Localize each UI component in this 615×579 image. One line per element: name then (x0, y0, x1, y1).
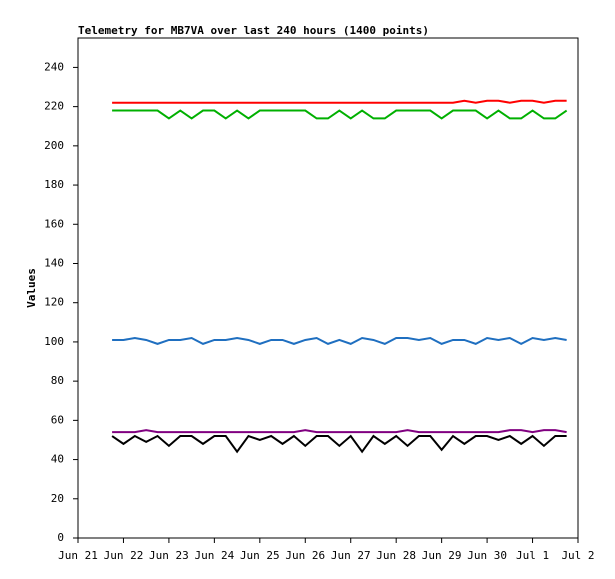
series-line (111, 434, 567, 454)
x-tick-label: Jun 21 (58, 549, 98, 562)
y-tick-label: 80 (51, 374, 64, 387)
x-tick-label: Jul 1 (516, 549, 549, 562)
y-tick-label: 60 (51, 413, 64, 426)
y-tick-label: 220 (44, 100, 64, 113)
x-tick-label: Jun 30 (467, 549, 507, 562)
y-tick-label: 20 (51, 492, 64, 505)
x-tick-label: Jun 28 (376, 549, 416, 562)
y-tick-label: 180 (44, 178, 64, 191)
y-tick-label: 40 (51, 453, 64, 466)
y-axis-label: Values (25, 268, 38, 308)
x-tick-label: Jun 29 (422, 549, 462, 562)
y-tick-label: 140 (44, 256, 64, 269)
x-tick-label: Jun 23 (149, 549, 189, 562)
y-tick-label: 160 (44, 217, 64, 230)
x-tick-label: Jun 27 (331, 549, 371, 562)
x-tick-label: Jun 26 (285, 549, 325, 562)
plot-frame (77, 37, 579, 539)
series-line (112, 429, 567, 434)
x-tick-label: Jun 24 (194, 549, 234, 562)
y-tick-label: 200 (44, 139, 64, 152)
series-line (112, 336, 567, 346)
y-tick-label: 240 (44, 60, 64, 73)
y-tick-label: 0 (57, 531, 64, 544)
y-tick-label: 120 (44, 296, 64, 309)
x-tick-label: Jun 25 (240, 549, 280, 562)
x-tick-label: Jun 22 (104, 549, 144, 562)
series-line (112, 109, 568, 120)
chart-title: Telemetry for MB7VA over last 240 hours … (78, 24, 429, 37)
series-line (112, 99, 567, 104)
y-tick-label: 100 (44, 335, 64, 348)
x-tick-label: Jul 2 (561, 549, 594, 562)
